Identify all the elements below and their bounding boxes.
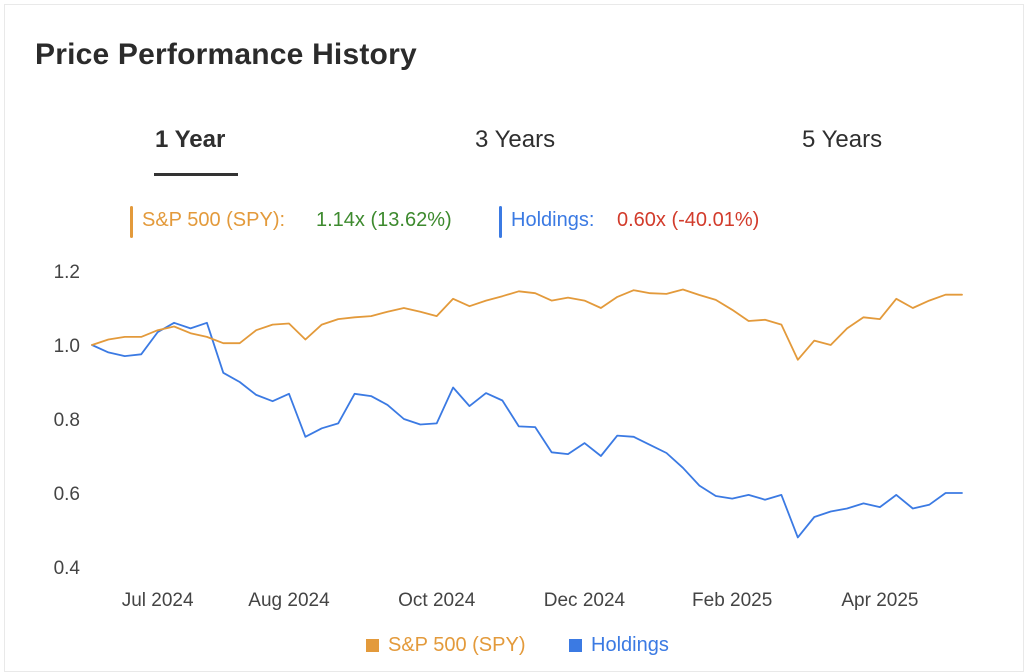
x-tick-label: Oct 2024 [398, 590, 476, 611]
y-tick-label: 0.8 [54, 410, 80, 431]
x-tick-label: Apr 2025 [841, 590, 918, 611]
holdings-series-line [91, 321, 963, 539]
tab-1-year[interactable]: 1 Year [155, 126, 226, 153]
page-title: Price Performance History [35, 38, 417, 71]
active-tab-indicator [154, 173, 238, 176]
holdings-summary-label: Holdings: [511, 209, 595, 231]
spy-legend-swatch [366, 639, 379, 652]
holdings-series-marker [499, 206, 502, 238]
period-tabs: 1 Year 3 Years 5 Years [0, 126, 1024, 180]
tab-5-years[interactable]: 5 Years [802, 126, 883, 153]
spy-summary-label: S&P 500 (SPY): [142, 209, 286, 231]
holdings-summary-value: 0.60x (-40.01%) [617, 209, 760, 231]
spy-series-line [91, 288, 963, 361]
x-tick-label: Feb 2025 [692, 590, 772, 611]
tab-3-years[interactable]: 3 Years [475, 126, 556, 153]
x-tick-label: Dec 2024 [544, 590, 626, 611]
chart-card [4, 4, 1024, 672]
x-tick-label: Aug 2024 [248, 590, 330, 611]
x-tick-label: Jul 2024 [122, 590, 194, 611]
y-tick-label: 0.6 [54, 484, 80, 505]
y-tick-label: 0.4 [54, 558, 81, 579]
y-tick-label: 1.2 [54, 262, 80, 283]
spy-legend-label: S&P 500 (SPY) [388, 634, 526, 656]
holdings-legend-swatch [569, 639, 582, 652]
spy-series-marker [130, 206, 133, 238]
spy-summary-value: 1.14x (13.62%) [316, 209, 452, 231]
holdings-legend-label: Holdings [591, 634, 669, 656]
y-tick-label: 1.0 [54, 336, 80, 357]
